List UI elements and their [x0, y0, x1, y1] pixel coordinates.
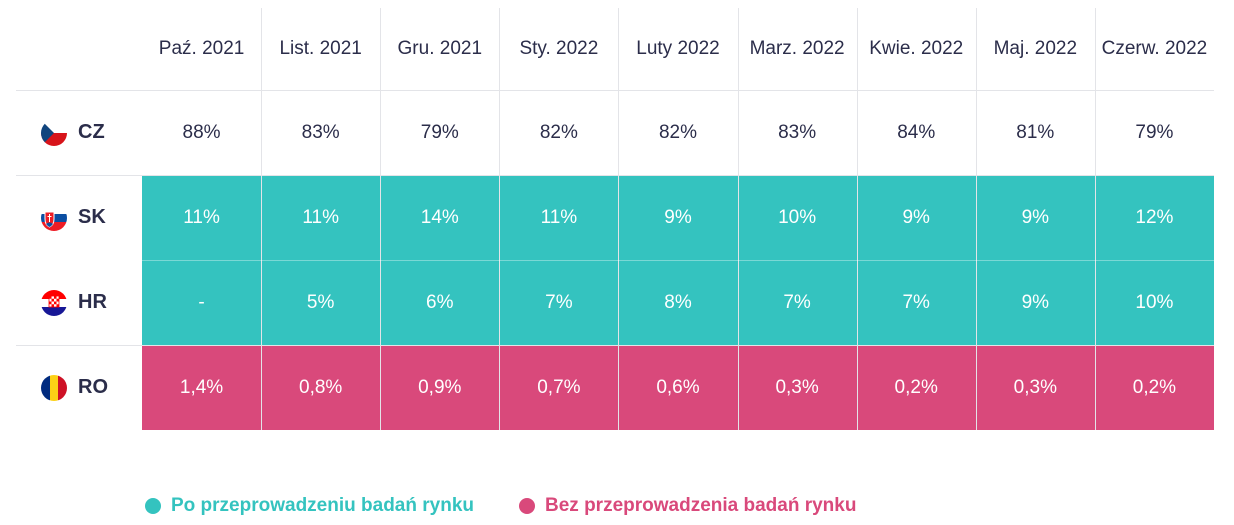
- column-header: Kwie. 2022: [869, 38, 964, 59]
- legend-item-researched: Po przeprowadzeniu badań rynku: [145, 495, 474, 517]
- table-cell: 79%: [420, 121, 459, 143]
- country-code: HR: [78, 291, 107, 313]
- table-cell: 0,3%: [775, 376, 819, 398]
- table-cell: 11%: [540, 206, 578, 228]
- row-divider: [16, 345, 1214, 346]
- column-header: Paź. 2021: [158, 38, 245, 59]
- column-divider: [737, 8, 739, 430]
- table-cell: 7%: [783, 291, 811, 313]
- table-cell: 83%: [301, 121, 340, 143]
- table-cell: 5%: [306, 291, 335, 313]
- column-header: Luty 2022: [636, 38, 720, 59]
- table-cell: 7%: [545, 291, 573, 313]
- table-cell: 8%: [664, 291, 692, 313]
- table-cell: 9%: [1021, 291, 1050, 313]
- table-cell: 14%: [420, 206, 459, 228]
- column-header: Czerw. 2022: [1101, 38, 1208, 59]
- table-row-sk: SK 11% 11% 14% 11% 9% 10% 9% 9% 12%: [16, 175, 1214, 260]
- table-cell: 81%: [1016, 121, 1055, 143]
- table-cell: 0,9%: [418, 376, 462, 398]
- legend-label-researched: Po przeprowadzeniu badań rynku: [171, 495, 474, 516]
- row-divider: [16, 175, 1214, 176]
- table-cell: -: [198, 291, 205, 313]
- row-highlight-band: [142, 260, 1214, 345]
- row-highlight-band: [142, 175, 1214, 260]
- column-header: Sty. 2022: [519, 38, 599, 59]
- croatian-flag-icon: [41, 289, 67, 316]
- column-divider: [975, 8, 977, 430]
- table-cell: 12%: [1135, 206, 1174, 228]
- table-row-ro: RO 1,4% 0,8% 0,9% 0,7% 0,6% 0,3% 0,2% 0,3% 0,2%: [16, 345, 1214, 430]
- table-cell: 84%: [897, 121, 936, 143]
- row-label: HR: [16, 260, 142, 345]
- table-cell: 0,2%: [894, 376, 938, 398]
- column-header: Gru. 2021: [397, 38, 483, 59]
- country-code: RO: [78, 376, 108, 398]
- country-code: SK: [78, 206, 106, 228]
- table-cell: 1,4%: [179, 376, 224, 398]
- legend-dot-not-researched: [519, 498, 535, 514]
- table-cell: 9%: [664, 206, 692, 228]
- row-label: CZ: [16, 90, 142, 175]
- row-divider: [16, 260, 1214, 261]
- table-cell: 0,6%: [656, 376, 700, 398]
- table-cell: 11%: [302, 206, 339, 228]
- column-divider: [1094, 8, 1096, 430]
- slovak-flag-icon: [41, 204, 67, 231]
- column-header: List. 2021: [279, 38, 362, 59]
- row-label: RO: [16, 345, 142, 430]
- row-divider: [16, 90, 1214, 91]
- table-cell: 9%: [1021, 206, 1050, 228]
- row-highlight-band: [142, 345, 1214, 430]
- table-cell: 0,3%: [1013, 376, 1057, 398]
- table-cell: 83%: [778, 121, 817, 143]
- country-code: CZ: [78, 121, 105, 143]
- table-cell: 9%: [902, 206, 930, 228]
- table-row-hr: HR - 5% 6% 7% 8% 7% 7% 9% 10%: [16, 260, 1214, 345]
- column-divider: [856, 8, 858, 430]
- legend-dot-researched: [145, 498, 161, 514]
- table-row-cz: CZ 88% 83% 79% 82% 82% 83% 84% 81% 79%: [16, 90, 1214, 175]
- column-header: Maj. 2022: [993, 38, 1078, 59]
- table-cell: 10%: [1135, 291, 1174, 313]
- legend-label-not-researched: Bez przeprowadzenia badań rynku: [545, 495, 857, 516]
- table-cell: 88%: [182, 121, 221, 143]
- row-label: SK: [16, 175, 142, 260]
- column-divider: [618, 8, 620, 430]
- column-header: Marz. 2022: [749, 38, 845, 59]
- table-cell: 0,7%: [537, 376, 581, 398]
- czech-flag-icon: [41, 119, 67, 146]
- table-cell: 11%: [183, 206, 220, 228]
- column-divider: [261, 8, 263, 430]
- table-cell: 0,8%: [299, 376, 343, 398]
- table-cell: 82%: [658, 121, 697, 143]
- table-cell: 7%: [902, 291, 930, 313]
- table-cell: 79%: [1135, 121, 1174, 143]
- table-cell: 0,2%: [1132, 376, 1177, 398]
- column-divider: [380, 8, 382, 430]
- romanian-flag-icon: [41, 374, 67, 401]
- market-research-table: Paź. 2021 List. 2021 Gru. 2021 Sty. 2022 Lut…: [16, 8, 1214, 432]
- table-cell: 6%: [426, 291, 454, 313]
- table-cell: 82%: [539, 121, 578, 143]
- legend-item-not-researched: Bez przeprowadzenia badań rynku: [519, 495, 856, 517]
- table-cell: 10%: [778, 206, 817, 228]
- column-divider: [499, 8, 501, 430]
